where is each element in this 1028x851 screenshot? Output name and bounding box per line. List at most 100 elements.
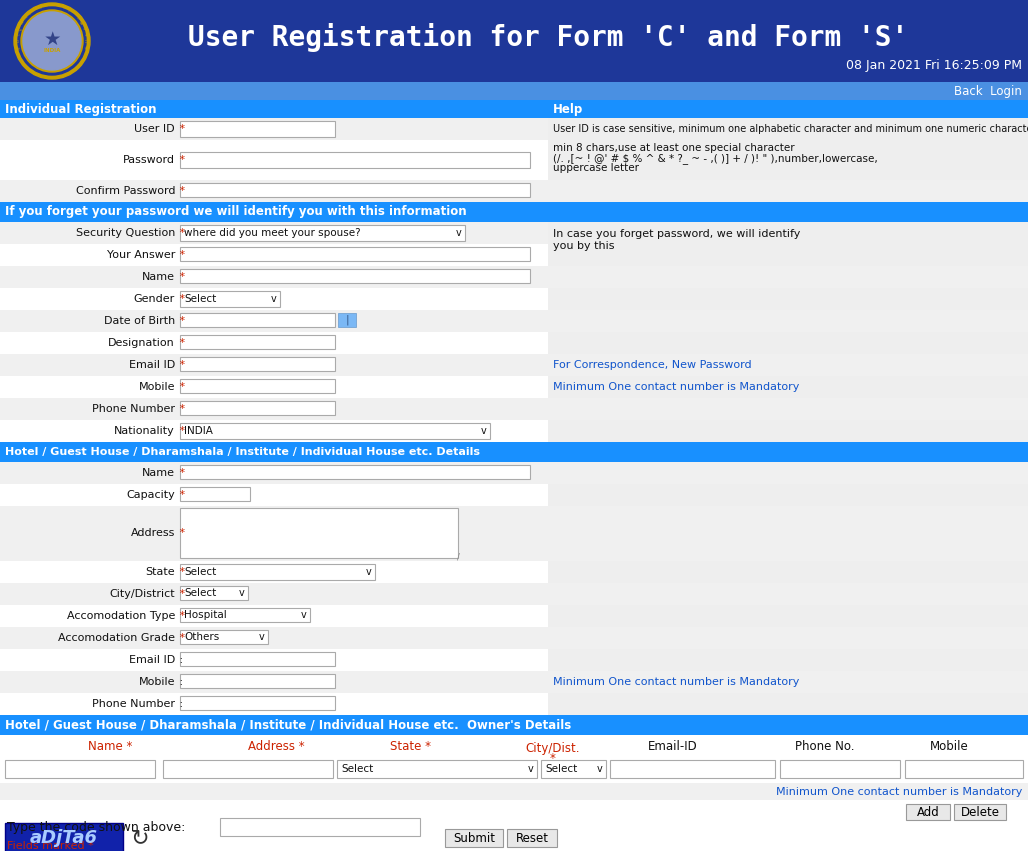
Bar <box>0 0 1028 82</box>
Bar <box>0 462 548 484</box>
Bar <box>548 376 1028 398</box>
Text: Reset: Reset <box>515 831 549 844</box>
Bar <box>180 586 248 600</box>
Bar <box>548 693 1028 715</box>
Bar <box>0 288 548 310</box>
Bar <box>548 671 1028 693</box>
Bar <box>548 202 1028 222</box>
Bar <box>180 487 250 501</box>
Text: Gender: Gender <box>134 294 175 304</box>
Text: *: * <box>176 490 185 500</box>
Bar <box>0 583 548 605</box>
Bar <box>0 310 548 332</box>
Bar <box>0 222 548 244</box>
Text: Fields marked *: Fields marked * <box>7 841 94 851</box>
Bar <box>0 202 548 222</box>
Bar <box>548 583 1028 605</box>
Text: O: O <box>14 39 19 43</box>
Text: Select: Select <box>341 764 373 774</box>
Bar <box>954 804 1006 820</box>
Bar <box>0 801 1028 823</box>
Circle shape <box>19 7 86 75</box>
Text: *: * <box>176 294 185 304</box>
Bar <box>548 442 1028 462</box>
Text: A: A <box>81 20 85 26</box>
Text: E: E <box>83 26 88 31</box>
Text: Submit: Submit <box>453 831 495 844</box>
Text: *: * <box>176 316 185 326</box>
Bar <box>0 840 1028 851</box>
Text: Accomodation Grade: Accomodation Grade <box>58 633 175 643</box>
Bar <box>180 269 530 283</box>
Text: uppercase letter: uppercase letter <box>553 163 639 173</box>
Bar <box>180 225 465 241</box>
Text: Confirm Password: Confirm Password <box>75 186 175 196</box>
Bar <box>0 800 1028 822</box>
Text: Individual Registration: Individual Registration <box>5 102 156 116</box>
Text: I: I <box>33 8 36 12</box>
Text: Email ID: Email ID <box>128 655 175 665</box>
Bar <box>548 266 1028 288</box>
Text: *: * <box>176 272 185 282</box>
Circle shape <box>14 3 90 79</box>
Bar <box>548 354 1028 376</box>
Bar <box>0 118 548 140</box>
Bar <box>548 506 1028 561</box>
Text: |: | <box>345 315 348 325</box>
Text: *: * <box>550 752 556 765</box>
Text: Hotel / Guest House / Dharamshala / Institute / Individual House etc. Details: Hotel / Guest House / Dharamshala / Inst… <box>5 447 480 457</box>
Text: /: / <box>456 552 460 562</box>
Text: User ID is case sensitive, minimum one alphabetic character and minimum one nume: User ID is case sensitive, minimum one a… <box>553 124 1028 134</box>
Bar <box>0 140 548 180</box>
Text: N: N <box>14 45 19 49</box>
Text: I: I <box>51 3 52 7</box>
Text: User ID: User ID <box>135 124 175 134</box>
Text: Password: Password <box>123 155 175 165</box>
Text: Phone No.: Phone No. <box>795 740 854 752</box>
Bar <box>780 760 900 778</box>
Bar <box>0 783 1028 801</box>
Bar <box>180 152 530 168</box>
Text: M: M <box>37 5 42 9</box>
Text: Designation: Designation <box>108 338 175 348</box>
Bar <box>180 291 280 307</box>
Bar <box>0 266 548 288</box>
Bar <box>548 605 1028 627</box>
Bar <box>610 760 775 778</box>
Text: *: * <box>176 382 185 392</box>
Bar <box>180 508 458 558</box>
Bar <box>180 564 375 580</box>
Text: *: * <box>176 468 185 478</box>
Bar <box>0 332 548 354</box>
Bar <box>548 310 1028 332</box>
Bar <box>5 760 155 778</box>
Bar <box>906 804 950 820</box>
Bar <box>180 696 335 710</box>
Text: aDjTa6: aDjTa6 <box>30 829 98 847</box>
Bar <box>180 183 530 197</box>
Bar <box>0 82 1028 100</box>
Bar <box>180 630 268 644</box>
Bar <box>0 180 548 202</box>
Text: Mobile: Mobile <box>139 382 175 392</box>
Text: Email ID: Email ID <box>128 360 175 370</box>
Text: Mobile: Mobile <box>139 677 175 687</box>
Text: v: v <box>271 294 277 304</box>
Bar <box>337 760 537 778</box>
Bar <box>180 401 335 415</box>
Text: *: * <box>176 250 185 260</box>
Text: A: A <box>19 20 24 26</box>
Text: 08 Jan 2021 Fri 16:25:09 PM: 08 Jan 2021 Fri 16:25:09 PM <box>846 59 1022 71</box>
Bar <box>548 244 1028 266</box>
Text: INDIA: INDIA <box>184 426 213 436</box>
Bar <box>548 484 1028 506</box>
Text: Minimum One contact number is Mandatory: Minimum One contact number is Mandatory <box>553 677 800 687</box>
Text: *: * <box>176 186 185 196</box>
Bar <box>548 288 1028 310</box>
Bar <box>180 335 335 349</box>
Bar <box>0 484 548 506</box>
Text: For Correspondence, New Password: For Correspondence, New Password <box>553 360 751 370</box>
Bar <box>0 671 548 693</box>
Text: *: * <box>176 567 185 577</box>
Bar <box>548 561 1028 583</box>
